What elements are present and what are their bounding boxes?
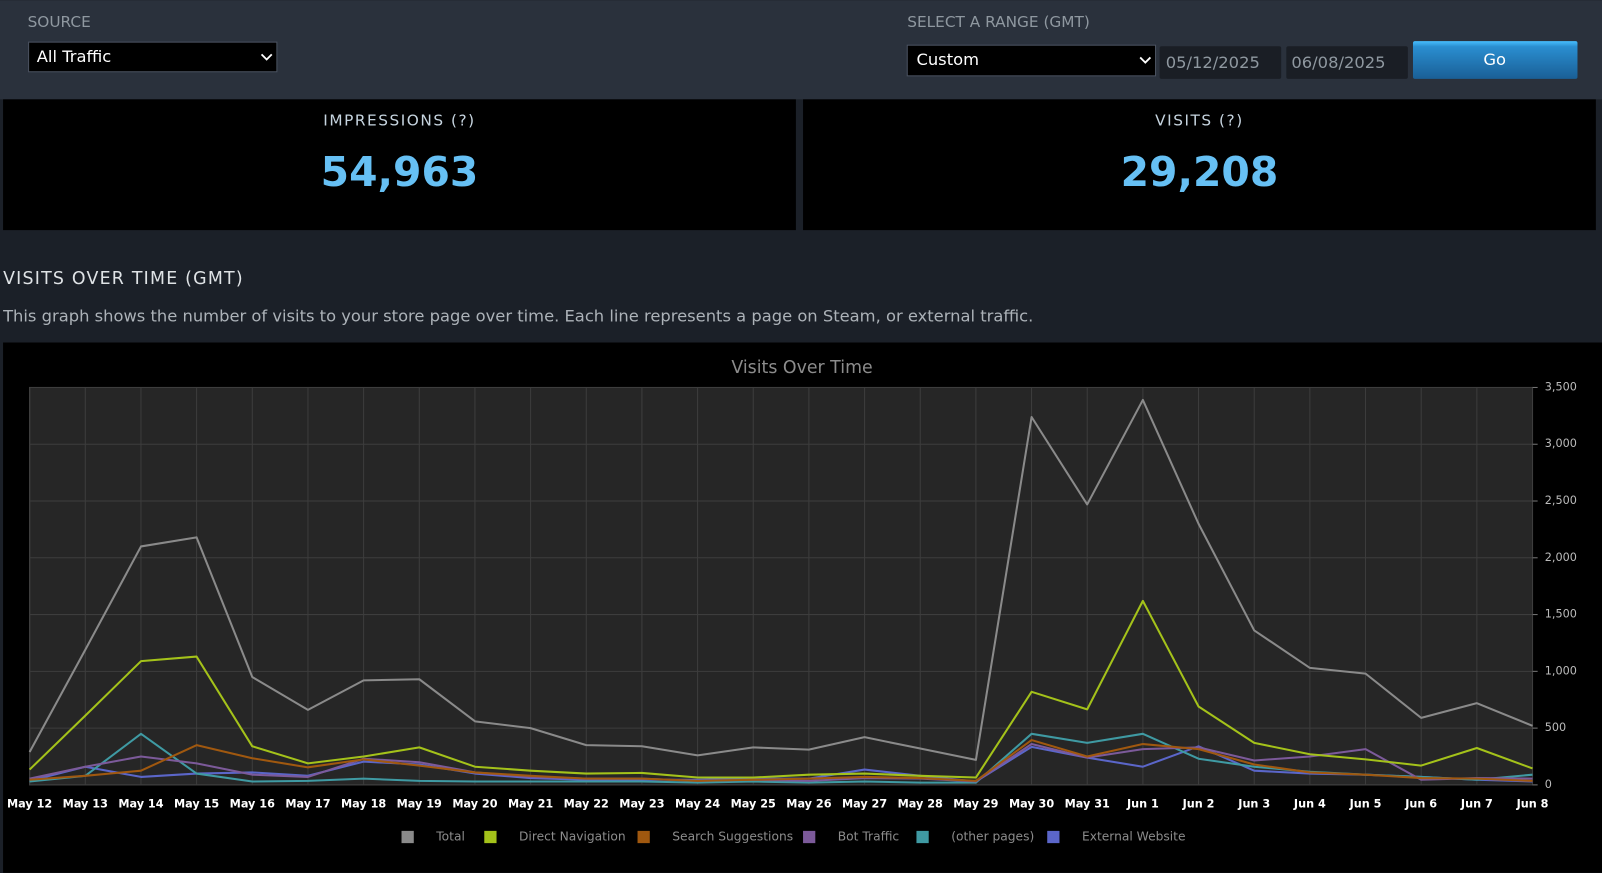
x-tick-label: May 20 xyxy=(452,797,497,810)
x-tick-label: May 29 xyxy=(953,797,998,810)
legend-item[interactable]: Direct Navigation xyxy=(484,830,626,844)
stat-value: 54,963 xyxy=(321,148,479,196)
legend-label: Total xyxy=(435,830,465,844)
legend-swatch xyxy=(803,830,816,844)
series-line xyxy=(28,599,1533,779)
x-tick-label: May 16 xyxy=(230,797,275,810)
series-line xyxy=(28,398,1533,761)
legend-label: (other pages) xyxy=(951,830,1034,844)
x-tick-label: May 22 xyxy=(564,797,609,810)
legend-label: Bot Traffic xyxy=(838,830,899,844)
end-date-input[interactable] xyxy=(1286,46,1408,79)
x-tick-label: Jun 7 xyxy=(1460,797,1493,810)
chart: 0 500 1,000 1,500 2,000 2,500 3,000 3,500 May 12… xyxy=(7,380,1577,843)
start-date: 05/12/2025 xyxy=(1166,53,1260,72)
stat-label: VISITS (?) xyxy=(1155,111,1244,129)
x-tick-label: Jun 4 xyxy=(1293,797,1326,810)
x-tick-label: May 13 xyxy=(63,797,108,810)
x-tick-label: Jun 8 xyxy=(1516,797,1549,810)
x-tick-label: May 31 xyxy=(1065,797,1110,810)
section-title: VISITS OVER TIME (GMT) xyxy=(3,269,244,289)
x-tick-label: Jun 3 xyxy=(1237,797,1270,810)
x-tick-label: Jun 1 xyxy=(1126,797,1159,810)
legend-item[interactable]: Total xyxy=(401,830,465,844)
y-tick-label: 3,000 xyxy=(1545,437,1577,450)
y-tick-label: 2,500 xyxy=(1545,494,1577,507)
x-tick-label: May 17 xyxy=(285,797,330,810)
start-date-input[interactable] xyxy=(1159,46,1282,79)
x-tick-label: May 26 xyxy=(786,797,831,810)
x-tick-label: May 24 xyxy=(675,797,720,810)
x-tick-label: Jun 2 xyxy=(1182,797,1215,810)
x-tick-label: May 18 xyxy=(341,797,386,810)
y-tick-label: 3,500 xyxy=(1545,380,1577,393)
end-date: 06/08/2025 xyxy=(1291,53,1385,72)
legend-swatch xyxy=(484,830,497,844)
legend-item[interactable]: (other pages) xyxy=(916,830,1034,844)
stat-panel xyxy=(803,99,1596,231)
section-description: This graph shows the number of visits to… xyxy=(2,306,1033,325)
dropdown-arrow xyxy=(1139,56,1152,64)
source-select[interactable] xyxy=(28,41,278,73)
range-value: Custom xyxy=(916,50,979,69)
go-button-label: Go xyxy=(1483,50,1506,69)
range-label: SELECT A RANGE (GMT) xyxy=(907,13,1090,31)
legend-swatch xyxy=(1047,830,1060,844)
legend-swatch xyxy=(401,830,414,844)
plot-background xyxy=(29,386,1534,786)
y-tick-label: 2,000 xyxy=(1545,551,1577,564)
stat-label: IMPRESSIONS (?) xyxy=(323,111,475,129)
x-tick-label: May 25 xyxy=(731,797,776,810)
x-tick-label: May 14 xyxy=(118,797,163,810)
dropdown-arrow xyxy=(260,53,273,61)
y-tick-label: 1,000 xyxy=(1545,664,1577,677)
stat-value: 29,208 xyxy=(1121,148,1279,196)
legend-label: Search Suggestions xyxy=(672,830,793,844)
go-button[interactable] xyxy=(1412,41,1578,79)
x-tick-label: May 19 xyxy=(397,797,442,810)
source-value: All Traffic xyxy=(37,47,112,66)
x-tick-label: May 30 xyxy=(1009,797,1054,810)
series-line xyxy=(29,743,1533,783)
source-dropdown[interactable]: All Traffic xyxy=(28,41,278,73)
x-tick-label: May 27 xyxy=(842,797,887,810)
legend-item[interactable]: Search Suggestions xyxy=(637,830,794,844)
legend-swatch xyxy=(916,830,929,844)
y-tick-label: 500 xyxy=(1545,721,1566,734)
x-tick-label: Jun 5 xyxy=(1349,797,1382,810)
x-tick-label: May 23 xyxy=(619,797,664,810)
x-tick-label: May 21 xyxy=(508,797,553,810)
legend-item[interactable]: Bot Traffic xyxy=(803,830,899,844)
series-line xyxy=(29,739,1533,782)
legend-label: Direct Navigation xyxy=(519,830,626,844)
x-tick-label: Jun 6 xyxy=(1404,797,1437,810)
range-select[interactable] xyxy=(906,44,1157,77)
range-dropdown[interactable]: Custom xyxy=(906,44,1157,77)
y-tick-label: 1,500 xyxy=(1545,608,1577,621)
x-tick-label: May 15 xyxy=(174,797,219,810)
legend-item[interactable]: External Website xyxy=(1047,830,1186,844)
legend-label: External Website xyxy=(1082,830,1186,844)
source-label: SOURCE xyxy=(28,13,91,31)
x-tick-label: May 12 xyxy=(7,797,52,810)
stat-panel xyxy=(3,99,796,231)
chart-title: Visits Over Time xyxy=(731,358,872,378)
x-tick-label: May 28 xyxy=(898,797,943,810)
legend-swatch xyxy=(637,830,650,844)
y-tick-label: 0 xyxy=(1545,778,1552,791)
